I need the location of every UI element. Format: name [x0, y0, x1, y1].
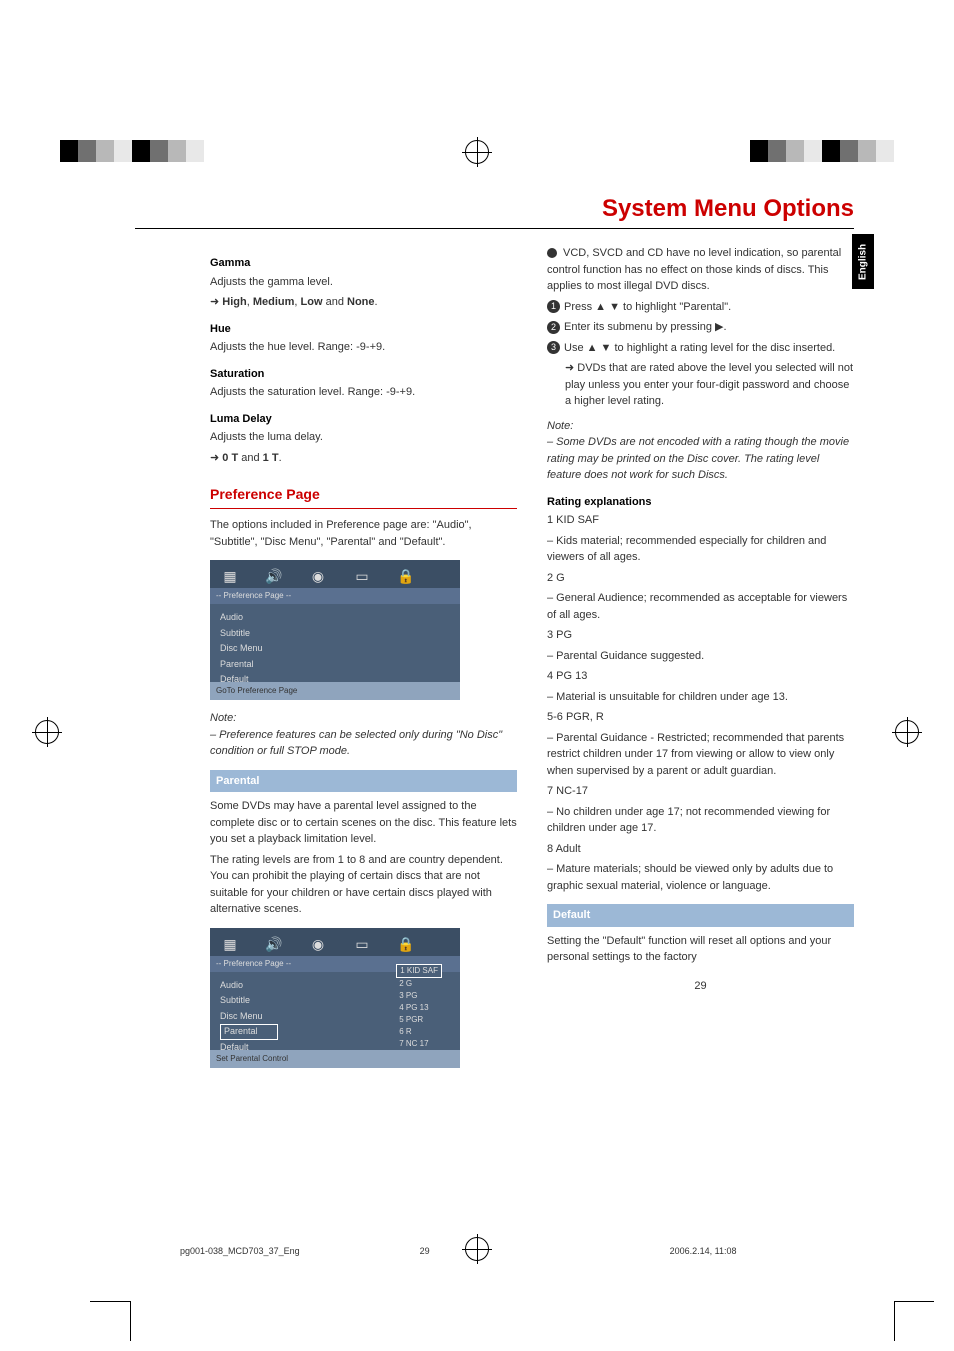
rating-4-title: 4 PG 13: [547, 668, 854, 685]
default-subheading: Default: [547, 904, 854, 927]
video-icon: ◉: [308, 566, 328, 582]
note-text: – Preference features can be selected on…: [210, 729, 502, 758]
parental-submenu: 1 KID SAF 2 G 3 PG 4 PG 13 5 PGR 6 R 7 N…: [396, 964, 442, 1062]
menu-item: Audio: [220, 610, 450, 626]
rating-1-desc: – Kids material; recommended especially …: [547, 533, 854, 566]
step-3-result: DVDs that are rated above the level you …: [565, 360, 854, 410]
print-footer: pg001-038_MCD703_37_Eng 29 2006.2.14, 11…: [180, 1246, 834, 1256]
note-label: Note:: [210, 712, 236, 724]
footer-page: 29: [420, 1246, 430, 1256]
sub-item: 7 NC 17: [396, 1038, 442, 1050]
gamma-heading: Gamma: [210, 255, 517, 272]
right-column: VCD, SVCD and CD have no level indicatio…: [547, 245, 854, 1078]
rating-6-title: 7 NC-17: [547, 783, 854, 800]
preference-note: Note: – Preference features can be selec…: [210, 710, 517, 760]
sub-item: 6 R: [396, 1026, 442, 1038]
sub-item: 1 KID SAF: [396, 964, 442, 978]
note-text: – Some DVDs are not encoded with a ratin…: [547, 436, 849, 481]
menu-items-list: Audio Subtitle Disc Menu Parental Defaul…: [210, 604, 460, 694]
luma-heading: Luma Delay: [210, 411, 517, 428]
default-text: Setting the "Default" function will rese…: [547, 933, 854, 966]
center-target-icon: [465, 140, 489, 164]
menu-icon-row: ▦ 🔊 ◉ ▭ 🔒: [210, 560, 460, 588]
parental-subheading: Parental: [210, 770, 517, 793]
gamma-text: Adjusts the gamma level.: [210, 274, 517, 291]
hue-text: Adjusts the hue level. Range: -9-+9.: [210, 339, 517, 356]
hdmi-icon: ▭: [352, 934, 372, 950]
step-2: 2Enter its submenu by pressing ▶.: [547, 319, 854, 336]
luma-options: 0 T and 1 T.: [210, 450, 517, 467]
preference-text: The options included in Preference page …: [210, 517, 517, 550]
right-target-icon: [895, 720, 919, 744]
preference-section-heading: Preference Page: [210, 484, 517, 509]
language-tab: English: [852, 234, 874, 289]
content-columns: Gamma Adjusts the gamma level. High, Med…: [210, 245, 854, 1078]
audio-icon: 🔊: [264, 934, 284, 950]
sub-item: 4 PG 13: [396, 1002, 442, 1014]
page-title: System Menu Options: [602, 195, 854, 223]
rating-1-title: 1 KID SAF: [547, 512, 854, 529]
rating-4-desc: – Material is unsuitable for children un…: [547, 689, 854, 706]
rating-note: Note: – Some DVDs are not encoded with a…: [547, 418, 854, 484]
rating-7-title: 8 Adult: [547, 841, 854, 858]
menu-footer: GoTo Preference Page: [210, 682, 460, 700]
rating-2-title: 2 G: [547, 570, 854, 587]
gamma-options: High, Medium, Low and None.: [210, 294, 517, 311]
vcd-note: VCD, SVCD and CD have no level indicatio…: [547, 245, 854, 295]
bullet-icon: [547, 248, 557, 258]
bottom-target-icon: [465, 1237, 489, 1261]
ratings-heading: Rating explanations: [547, 494, 854, 511]
parental-p1: Some DVDs may have a parental level assi…: [210, 798, 517, 848]
menu-item: Subtitle: [220, 626, 450, 642]
sub-item: 2 G: [396, 978, 442, 990]
rating-2-desc: – General Audience; recommended as accep…: [547, 590, 854, 623]
left-target-icon: [35, 720, 59, 744]
rating-5-title: 5-6 PGR, R: [547, 709, 854, 726]
rating-3-title: 3 PG: [547, 627, 854, 644]
preference-menu-screenshot: ▦ 🔊 ◉ ▭ 🔒 -- Preference Page -- Audio Su…: [210, 560, 460, 700]
menu-item: Disc Menu: [220, 641, 450, 657]
rating-6-desc: – No children under age 17; not recommen…: [547, 804, 854, 837]
luma-text: Adjusts the luma delay.: [210, 429, 517, 446]
parental-p2: The rating levels are from 1 to 8 and ar…: [210, 852, 517, 918]
hue-heading: Hue: [210, 321, 517, 338]
step-1-icon: 1: [547, 300, 560, 313]
audio-icon: 🔊: [264, 566, 284, 582]
left-column: Gamma Adjusts the gamma level. High, Med…: [210, 245, 517, 1078]
video-icon: ◉: [308, 934, 328, 950]
menu-item: Parental: [220, 1024, 278, 1040]
saturation-heading: Saturation: [210, 366, 517, 383]
title-rule: [135, 228, 854, 229]
parental-menu-screenshot: ▦ 🔊 ◉ ▭ 🔒 -- Preference Page -- Audio Su…: [210, 928, 460, 1068]
reg-left: [60, 140, 204, 162]
hdmi-icon: ▭: [352, 566, 372, 582]
general-icon: ▦: [220, 566, 240, 582]
step-1: 1Press ▲ ▼ to highlight "Parental".: [547, 299, 854, 316]
menu-item: Parental: [220, 657, 450, 673]
rating-3-desc: – Parental Guidance suggested.: [547, 648, 854, 665]
step-3: 3Use ▲ ▼ to highlight a rating level for…: [547, 340, 854, 357]
step-3-icon: 3: [547, 341, 560, 354]
note-label: Note:: [547, 420, 573, 432]
rating-5-desc: – Parental Guidance - Restricted; recomm…: [547, 730, 854, 780]
sub-item: 3 PG: [396, 990, 442, 1002]
menu-icon-row: ▦ 🔊 ◉ ▭ 🔒: [210, 928, 460, 956]
sub-item: 5 PGR: [396, 1014, 442, 1026]
manual-page: System Menu Options English Gamma Adjust…: [0, 0, 954, 1351]
reg-right: [750, 140, 894, 162]
page-number: 29: [547, 978, 854, 995]
footer-file: pg001-038_MCD703_37_Eng: [180, 1246, 300, 1256]
lock-icon: 🔒: [396, 566, 416, 582]
menu-tab-label: -- Preference Page --: [210, 588, 460, 604]
footer-timestamp: 2006.2.14, 11:08: [670, 1246, 737, 1256]
saturation-text: Adjusts the saturation level. Range: -9-…: [210, 384, 517, 401]
general-icon: ▦: [220, 934, 240, 950]
step-2-icon: 2: [547, 321, 560, 334]
menu-footer: Set Parental Control: [210, 1050, 460, 1068]
rating-7-desc: – Mature materials; should be viewed onl…: [547, 861, 854, 894]
lock-icon: 🔒: [396, 934, 416, 950]
